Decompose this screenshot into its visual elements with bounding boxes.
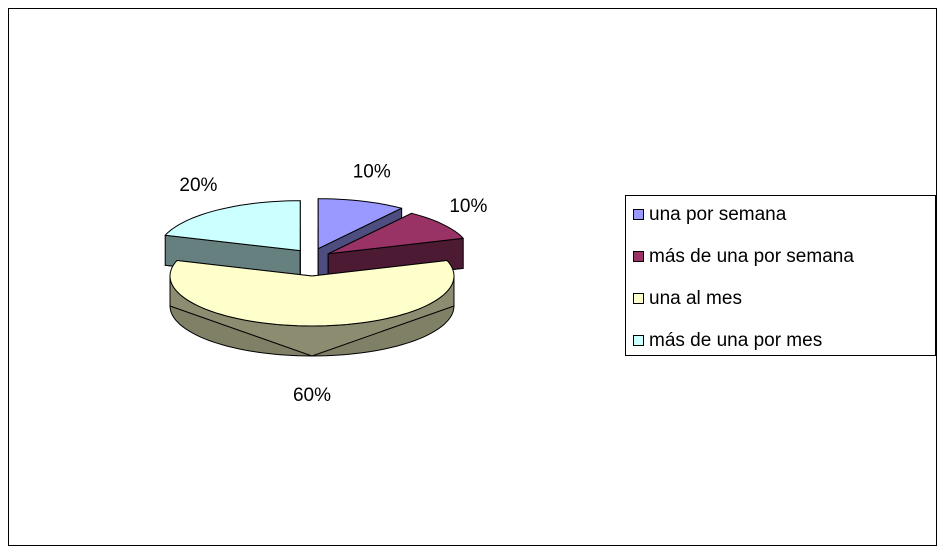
- data-label: 10%: [449, 196, 487, 217]
- slice: [317, 198, 403, 250]
- legend-label: más de una por semana: [649, 246, 854, 267]
- slice: [327, 212, 464, 255]
- slice: [164, 200, 301, 252]
- slice: [169, 260, 455, 327]
- legend-swatch: [633, 251, 644, 262]
- legend-swatch: [633, 209, 644, 220]
- legend-label: una al mes: [649, 288, 742, 309]
- data-label: 60%: [293, 385, 331, 406]
- legend-label: una por semana: [649, 204, 787, 225]
- legend-label: más de una por mes: [649, 330, 822, 351]
- legend-box: [625, 195, 936, 356]
- legend-swatch: [633, 335, 644, 346]
- legend-swatch: [633, 293, 644, 304]
- data-label: 10%: [353, 162, 391, 183]
- data-label: 20%: [179, 175, 217, 196]
